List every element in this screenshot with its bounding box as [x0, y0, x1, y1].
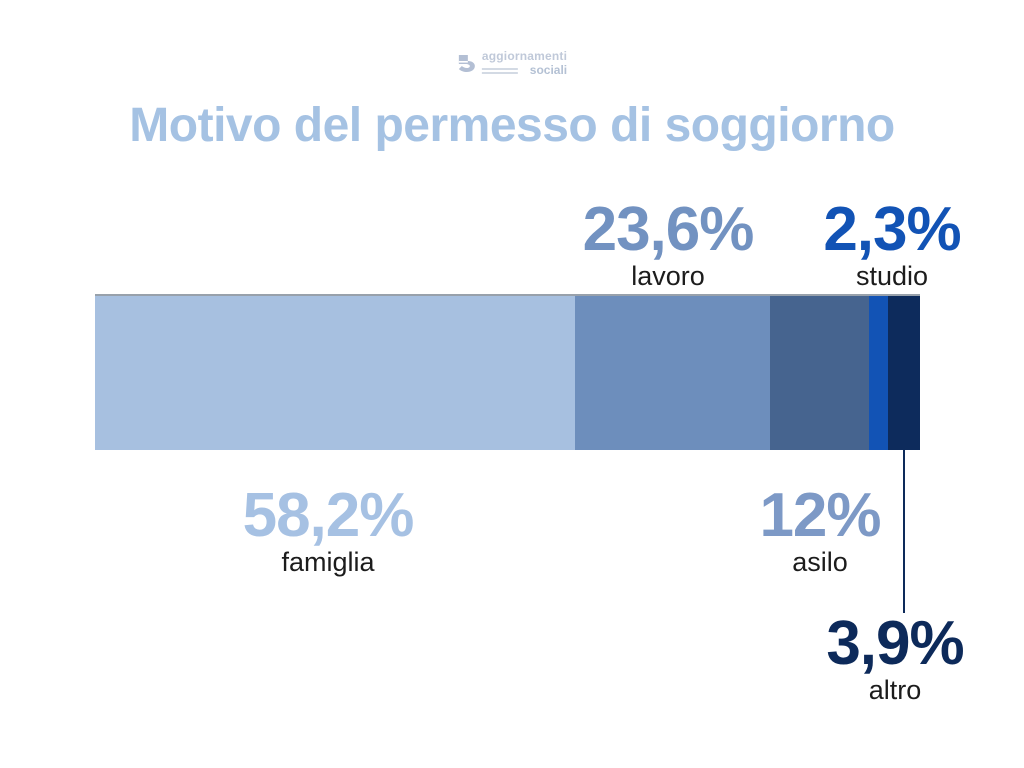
logo-name-bottom: sociali	[529, 63, 568, 77]
annotation-asilo: 12% asilo	[670, 481, 970, 577]
asilo-category-label: asilo	[792, 547, 848, 577]
altro-value: 3,9%	[826, 609, 964, 678]
stacked-bar	[95, 294, 920, 450]
logo-text: aggiornamenti sociali	[481, 49, 568, 77]
studio-value: 2,3%	[823, 195, 961, 264]
logo-icon	[458, 55, 475, 72]
bar-segment-studio	[868, 296, 888, 450]
altro-category-label: altro	[868, 675, 922, 705]
page-title: Motivo del permesso di soggiorno	[129, 99, 895, 152]
studio-category-label: studio	[855, 261, 929, 291]
logo: aggiornamenti sociali	[457, 50, 567, 76]
asilo-value: 12%	[759, 481, 881, 550]
logo-name-top: aggiornamenti	[481, 49, 568, 63]
bar-segment-asilo	[769, 296, 869, 450]
famiglia-category-label: famiglia	[281, 547, 375, 577]
bar-segment-famiglia	[95, 296, 576, 450]
altro-leader-line	[903, 450, 905, 613]
bar-segment-lavoro	[575, 296, 770, 450]
bar-segment-altro	[887, 296, 920, 450]
famiglia-value: 58,2%	[242, 481, 415, 550]
logo-tagline-bars	[481, 68, 518, 76]
annotation-altro: 3,9% altro	[745, 609, 1024, 705]
annotation-studio: 2,3% studio	[742, 195, 1024, 291]
annotation-famiglia: 58,2% famiglia	[178, 481, 478, 577]
lavoro-category-label: lavoro	[631, 261, 705, 291]
annotation-lavoro: 23,6% lavoro	[518, 195, 818, 291]
lavoro-value: 23,6%	[582, 195, 755, 264]
